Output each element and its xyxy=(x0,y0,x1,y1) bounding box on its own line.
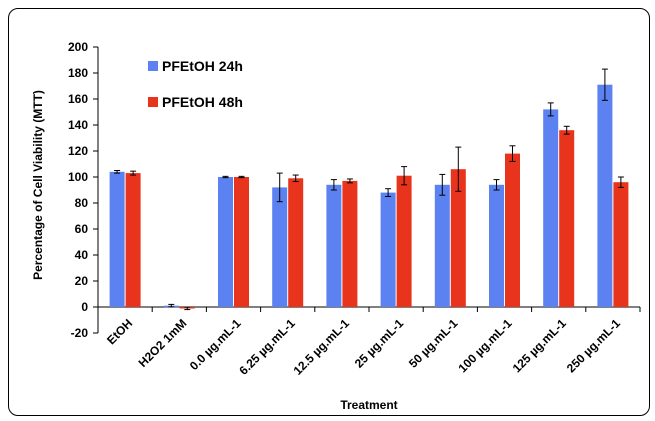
bar-series-1 xyxy=(396,175,412,307)
y-tick-label: 0 xyxy=(81,300,88,314)
bar-series-0 xyxy=(543,109,559,308)
error-bars-group xyxy=(114,68,624,311)
x-tick-label: 12.5 µg.mL-1 xyxy=(291,316,353,378)
y-tick-label: 160 xyxy=(68,92,88,106)
bar-series-1 xyxy=(125,173,141,307)
y-tick-label: 100 xyxy=(68,170,88,184)
y-axis-title: Percentage of Cell Viability (MTT) xyxy=(31,90,45,280)
legend: PFEtOH 24h PFEtOH 48h xyxy=(148,58,243,110)
bar-series-0 xyxy=(489,184,504,307)
x-axis xyxy=(98,306,641,312)
y-tick-label: -20 xyxy=(71,326,89,340)
x-tick-label: 0.0 µg.mL-1 xyxy=(187,316,244,373)
x-tick-label: 6.25 µg.mL-1 xyxy=(236,316,298,378)
legend-label-series-1: PFEtOH 48h xyxy=(162,94,243,110)
x-tick-label: H2O2 1mM xyxy=(136,316,190,370)
x-tick-label: 250 µg.mL-1 xyxy=(564,316,623,375)
bar-series-0 xyxy=(109,171,125,307)
bar-series-1 xyxy=(505,153,520,307)
bar-series-0 xyxy=(380,192,396,307)
y-tick-label: 180 xyxy=(68,66,88,80)
bar-series-0 xyxy=(597,84,613,307)
y-tick-label: 140 xyxy=(68,118,88,132)
bar-series-1 xyxy=(342,180,358,307)
bar-series-0 xyxy=(434,184,450,307)
x-axis-title: Treatment xyxy=(340,398,397,412)
bar-series-1 xyxy=(450,169,466,307)
legend-label-series-0: PFEtOH 24h xyxy=(162,58,243,74)
x-tick-label: EtOH xyxy=(104,316,135,347)
y-tick-label: 40 xyxy=(75,248,89,262)
bar-series-1 xyxy=(613,182,629,307)
y-tick-label: 200 xyxy=(68,40,88,54)
bars-group xyxy=(109,84,629,309)
x-tick-label: 25 µg.mL-1 xyxy=(352,316,407,371)
x-tick-label: 100 µg.mL-1 xyxy=(456,316,515,375)
bar-series-0 xyxy=(326,184,342,307)
y-tick-label: 20 xyxy=(75,274,89,288)
legend-swatch-series-1 xyxy=(148,97,158,107)
y-tick-label: 120 xyxy=(68,144,88,158)
bar-series-1 xyxy=(288,178,304,307)
x-tick-label: 125 µg.mL-1 xyxy=(510,316,569,375)
bar-series-1 xyxy=(234,177,249,307)
y-tick-label: 60 xyxy=(75,222,89,236)
x-tick-label: 50 µg.mL-1 xyxy=(406,316,461,371)
bar-series-1 xyxy=(559,130,575,307)
y-tick-label: 80 xyxy=(75,196,89,210)
y-axis: -20 0 20 40 60 80 100 120 140 160 180 200 xyxy=(68,40,99,340)
bar-series-0 xyxy=(218,177,233,307)
bar-series-0 xyxy=(272,187,288,307)
legend-swatch-series-0 xyxy=(148,61,158,71)
